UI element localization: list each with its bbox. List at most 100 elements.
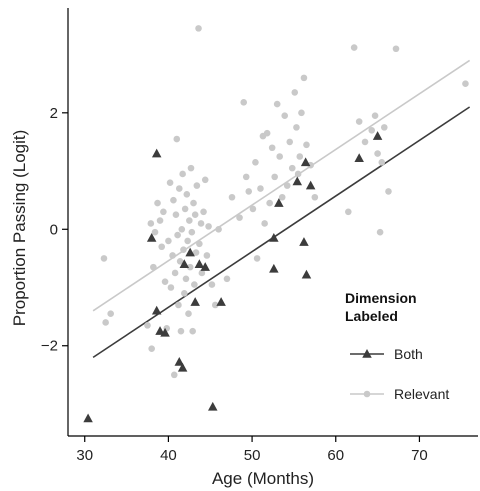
point-both bbox=[83, 413, 93, 423]
point-relevant bbox=[165, 237, 172, 245]
point-relevant bbox=[179, 170, 186, 178]
point-relevant bbox=[193, 182, 201, 189]
point-relevant bbox=[392, 45, 400, 53]
point-relevant bbox=[198, 269, 206, 277]
point-both bbox=[299, 237, 309, 246]
point-relevant bbox=[378, 159, 386, 166]
point-both bbox=[372, 131, 383, 140]
point-relevant bbox=[249, 205, 257, 213]
point-relevant bbox=[154, 199, 161, 207]
point-relevant bbox=[345, 208, 352, 216]
point-relevant bbox=[374, 150, 381, 157]
point-relevant bbox=[151, 228, 159, 236]
point-relevant bbox=[172, 211, 180, 219]
point-both bbox=[146, 233, 157, 242]
point-relevant bbox=[176, 258, 184, 265]
point-both bbox=[208, 401, 218, 411]
axis-ticks: 30 40 50 60 70 −2 0 2 bbox=[41, 105, 428, 464]
point-relevant bbox=[195, 25, 202, 32]
point-relevant bbox=[240, 99, 248, 106]
point-relevant bbox=[174, 231, 181, 239]
point-relevant bbox=[147, 220, 155, 227]
point-relevant bbox=[208, 281, 216, 288]
point-relevant bbox=[261, 220, 268, 227]
point-relevant bbox=[223, 275, 231, 283]
point-relevant bbox=[236, 214, 243, 221]
y-tick-label: 2 bbox=[50, 105, 58, 122]
point-relevant bbox=[203, 252, 211, 259]
legend-label-relevant: Relevant bbox=[394, 386, 449, 402]
point-relevant bbox=[169, 252, 176, 259]
point-relevant bbox=[268, 144, 276, 152]
legend-label-both: Both bbox=[394, 346, 423, 362]
point-relevant bbox=[298, 109, 305, 117]
trend-lines bbox=[92, 59, 471, 359]
point-relevant bbox=[186, 217, 193, 224]
point-relevant bbox=[196, 240, 203, 248]
point-relevant bbox=[102, 319, 109, 326]
point-relevant bbox=[273, 100, 281, 108]
point-relevant bbox=[175, 301, 182, 309]
point-relevant bbox=[215, 225, 222, 233]
point-both bbox=[292, 176, 303, 186]
point-relevant bbox=[380, 124, 388, 131]
point-relevant bbox=[288, 164, 296, 172]
point-both bbox=[160, 327, 170, 337]
legend-marker-both bbox=[362, 349, 372, 358]
legend-marker-relevant bbox=[363, 390, 371, 398]
point-relevant bbox=[182, 275, 190, 283]
point-both bbox=[200, 262, 210, 271]
y-tick-label: 0 bbox=[50, 221, 58, 238]
point-relevant bbox=[293, 124, 300, 131]
point-both bbox=[151, 148, 162, 158]
y-axis-label: Proportion Passing (Logit) bbox=[10, 130, 29, 327]
x-tick-label: 30 bbox=[76, 447, 93, 464]
point-relevant bbox=[170, 371, 178, 379]
x-axis-label: Age (Months) bbox=[212, 469, 314, 488]
point-both bbox=[269, 263, 279, 273]
point-relevant bbox=[181, 290, 188, 297]
point-relevant bbox=[300, 74, 308, 82]
point-relevant bbox=[181, 205, 189, 213]
point-both bbox=[155, 326, 165, 335]
trend-line-both bbox=[92, 106, 471, 359]
point-relevant bbox=[201, 176, 209, 184]
point-relevant bbox=[191, 281, 198, 288]
point-relevant bbox=[183, 191, 191, 198]
point-relevant bbox=[281, 112, 289, 120]
point-relevant bbox=[376, 228, 384, 236]
point-relevant bbox=[189, 327, 196, 335]
legend-title-line2: Labeled bbox=[345, 308, 398, 324]
point-relevant bbox=[144, 322, 151, 329]
legend-title-line1: Dimension bbox=[345, 290, 417, 306]
point-both bbox=[190, 297, 200, 306]
point-both bbox=[179, 259, 190, 268]
point-relevant bbox=[278, 193, 286, 201]
legend-items: Both Relevant bbox=[350, 346, 449, 402]
point-both bbox=[185, 247, 195, 257]
point-relevant bbox=[283, 182, 291, 189]
point-relevant bbox=[245, 188, 253, 195]
point-both bbox=[300, 157, 311, 167]
y-tick-label: −2 bbox=[41, 338, 58, 355]
trend-line-relevant bbox=[92, 59, 471, 312]
point-relevant bbox=[291, 89, 299, 96]
point-relevant bbox=[177, 327, 185, 335]
point-relevant bbox=[148, 345, 155, 352]
point-relevant bbox=[355, 118, 363, 125]
point-relevant bbox=[242, 173, 250, 181]
point-relevant bbox=[184, 237, 191, 245]
point-relevant bbox=[276, 153, 283, 160]
x-tick-label: 70 bbox=[411, 447, 428, 464]
point-relevant bbox=[361, 138, 369, 146]
point-relevant bbox=[252, 159, 259, 166]
point-relevant bbox=[192, 249, 200, 256]
point-relevant bbox=[271, 173, 278, 181]
point-relevant bbox=[228, 193, 236, 201]
point-relevant bbox=[303, 141, 310, 149]
point-relevant bbox=[296, 153, 304, 160]
point-relevant bbox=[294, 170, 302, 178]
point-both bbox=[174, 357, 185, 366]
point-relevant bbox=[190, 199, 197, 207]
